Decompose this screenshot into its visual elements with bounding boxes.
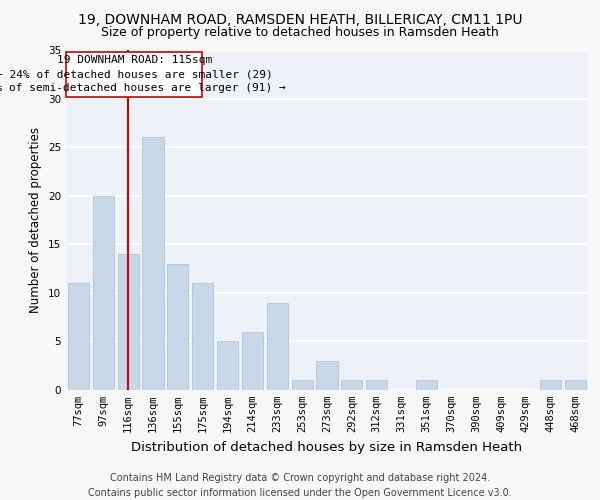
- Bar: [167, 264, 188, 390]
- Text: 19 DOWNHAM ROAD: 115sqm
← 24% of detached houses are smaller (29)
75% of semi-de: 19 DOWNHAM ROAD: 115sqm ← 24% of detache…: [0, 56, 286, 94]
- Bar: [540, 380, 561, 390]
- Bar: [118, 254, 139, 390]
- Bar: [242, 332, 263, 390]
- Bar: [68, 283, 89, 390]
- Bar: [192, 283, 213, 390]
- Bar: [416, 380, 437, 390]
- Bar: [565, 380, 586, 390]
- Bar: [316, 361, 338, 390]
- Text: Size of property relative to detached houses in Ramsden Heath: Size of property relative to detached ho…: [101, 26, 499, 39]
- Bar: [292, 380, 313, 390]
- Y-axis label: Number of detached properties: Number of detached properties: [29, 127, 43, 313]
- Bar: [217, 342, 238, 390]
- Bar: [93, 196, 114, 390]
- Bar: [142, 138, 164, 390]
- Text: Contains HM Land Registry data © Crown copyright and database right 2024.
Contai: Contains HM Land Registry data © Crown c…: [88, 472, 512, 498]
- Bar: [366, 380, 387, 390]
- Text: 19, DOWNHAM ROAD, RAMSDEN HEATH, BILLERICAY, CM11 1PU: 19, DOWNHAM ROAD, RAMSDEN HEATH, BILLERI…: [78, 12, 522, 26]
- Bar: [341, 380, 362, 390]
- X-axis label: Distribution of detached houses by size in Ramsden Heath: Distribution of detached houses by size …: [131, 440, 523, 454]
- Bar: [267, 302, 288, 390]
- FancyBboxPatch shape: [67, 52, 202, 96]
